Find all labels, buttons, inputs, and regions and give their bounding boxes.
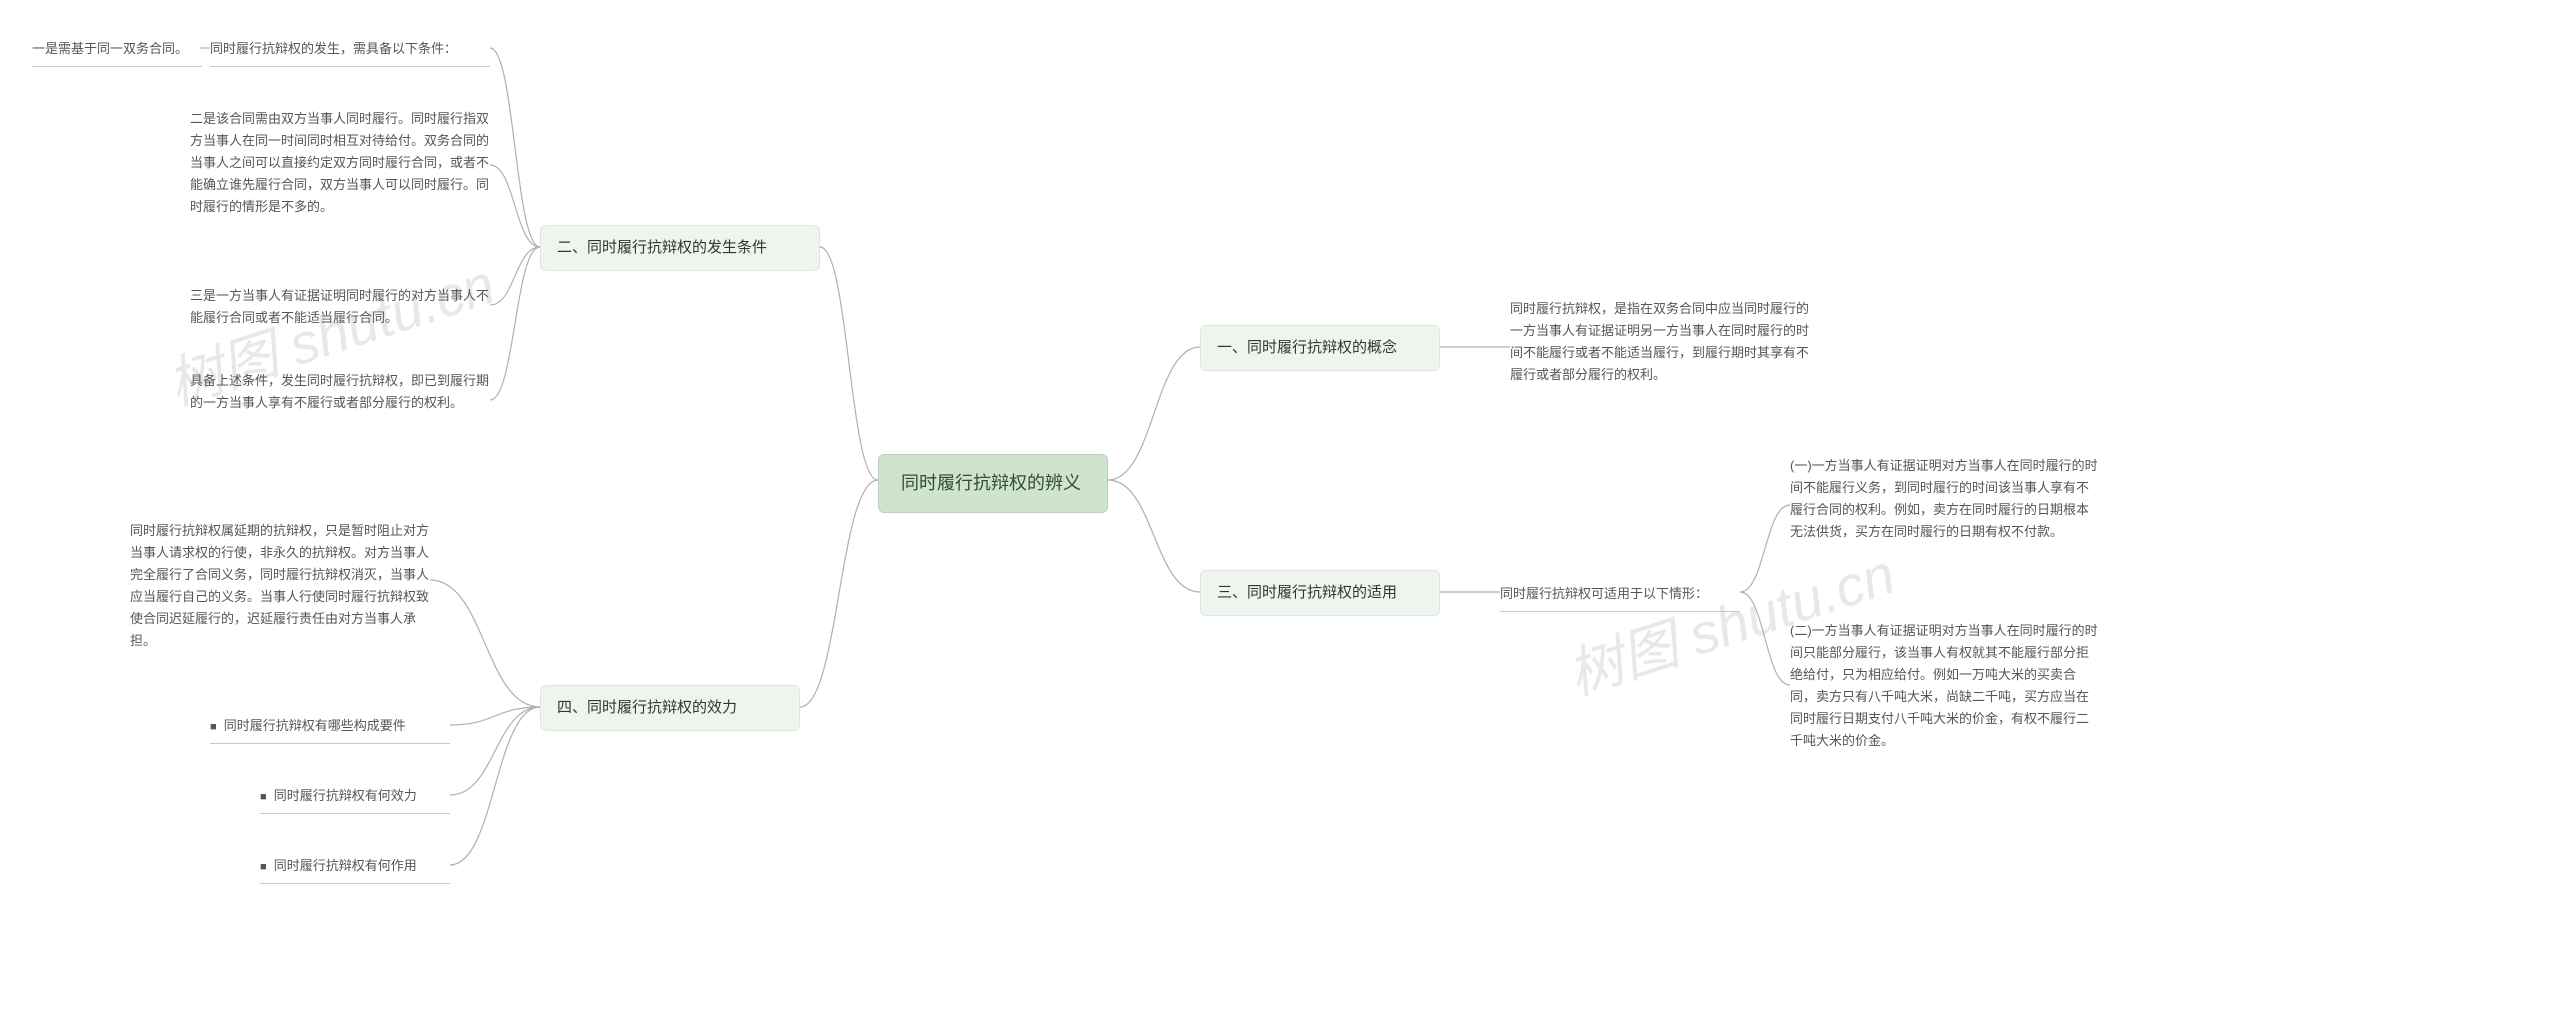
leaf-b1-1: 同时履行抗辩权，是指在双务合同中应当同时履行的一方当事人有证据证明另一方当事人在… bbox=[1510, 298, 1820, 386]
leaf-b4-3: 同时履行抗辩权有何效力 bbox=[260, 785, 450, 814]
branch-application[interactable]: 三、同时履行抗辩权的适用 bbox=[1200, 570, 1440, 616]
leaf-b2-4: 具备上述条件，发生同时履行抗辩权，即已到履行期的一方当事人享有不履行或者部分履行… bbox=[190, 370, 490, 414]
leaf-b4-1: 同时履行抗辩权属延期的抗辩权，只是暂时阻止对方当事人请求权的行使，非永久的抗辩权… bbox=[130, 520, 430, 653]
leaf-b2-header-sub: 一是需基于同一双务合同。 bbox=[32, 38, 202, 67]
leaf-b4-2: 同时履行抗辩权有哪些构成要件 bbox=[210, 715, 450, 744]
branch-concept[interactable]: 一、同时履行抗辩权的概念 bbox=[1200, 325, 1440, 371]
branch-effect[interactable]: 四、同时履行抗辩权的效力 bbox=[540, 685, 800, 731]
root-node[interactable]: 同时履行抗辩权的辨义 bbox=[878, 454, 1108, 513]
leaf-b2-3: 三是一方当事人有证据证明同时履行的对方当事人不能履行合同或者不能适当履行合同。 bbox=[190, 285, 490, 329]
leaf-b3-2: (二)一方当事人有证据证明对方当事人在同时履行的时间只能部分履行，该当事人有权就… bbox=[1790, 620, 2100, 753]
leaf-b2-header: 同时履行抗辩权的发生，需具备以下条件： bbox=[210, 38, 490, 67]
leaf-b4-4: 同时履行抗辩权有何作用 bbox=[260, 855, 450, 884]
leaf-b3-1: (一)一方当事人有证据证明对方当事人在同时履行的时间不能履行义务，到同时履行的时… bbox=[1790, 455, 2100, 543]
leaf-b3-header: 同时履行抗辩权可适用于以下情形： bbox=[1500, 583, 1740, 612]
branch-conditions[interactable]: 二、同时履行抗辩权的发生条件 bbox=[540, 225, 820, 271]
leaf-b2-2: 二是该合同需由双方当事人同时履行。同时履行指双方当事人在同一时间同时相互对待给付… bbox=[190, 108, 490, 218]
